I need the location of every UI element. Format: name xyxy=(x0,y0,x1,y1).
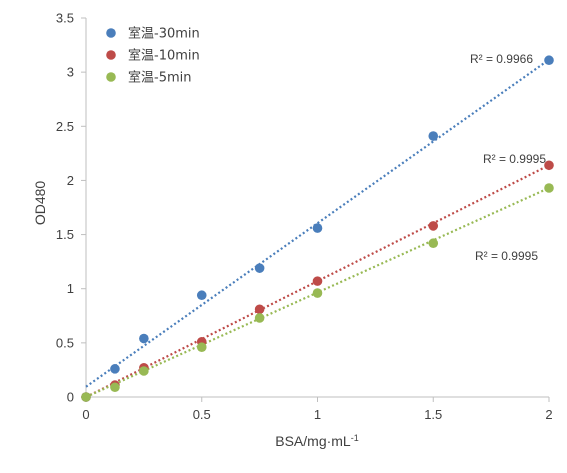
x-tick-label: 0 xyxy=(82,407,89,422)
y-tick-label: 1 xyxy=(67,281,74,296)
y-tick-label: 0.5 xyxy=(56,335,74,350)
data-point xyxy=(544,160,554,171)
data-point xyxy=(110,364,120,374)
x-axis-label: BSA/mg·mL-1 xyxy=(275,433,358,449)
data-point xyxy=(196,290,207,301)
data-point xyxy=(428,221,439,231)
legend-marker xyxy=(106,50,116,60)
data-point xyxy=(110,382,120,393)
data-point xyxy=(544,183,554,193)
y-axis-label: OD480 xyxy=(32,181,48,226)
legend-marker xyxy=(106,28,116,38)
y-tick-label: 3 xyxy=(67,65,74,80)
data-point xyxy=(254,313,265,323)
data-points xyxy=(81,55,554,402)
data-point xyxy=(428,131,439,141)
data-point xyxy=(312,276,323,286)
x-tick-label: 1.5 xyxy=(424,407,442,422)
x-tick-label: 0.5 xyxy=(193,407,211,422)
data-point xyxy=(139,333,149,344)
data-point xyxy=(81,392,91,402)
trendline xyxy=(85,58,550,388)
r-squared-label: R² = 0.9966 xyxy=(470,52,533,66)
y-tick-label: 2 xyxy=(67,173,74,188)
y-tick-label: 3.5 xyxy=(56,11,74,26)
legend-label: 室温-5min xyxy=(128,70,191,86)
axes: 0 0.5 1 1.5 2 0 0.5 1 1.5 2 2.5 3 3.5 xyxy=(56,11,553,423)
r-squared-label: R² = 0.9995 xyxy=(475,249,538,263)
data-point xyxy=(254,304,265,315)
data-point xyxy=(139,366,149,376)
legend-label: 室温-10min xyxy=(128,48,200,64)
y-tick-label: 2.5 xyxy=(56,119,74,134)
data-point xyxy=(312,288,323,298)
y-tick-label: 1.5 xyxy=(56,227,74,242)
trendline xyxy=(85,164,550,398)
r-squared-label: R² = 0.9995 xyxy=(483,152,546,166)
legend-marker xyxy=(106,72,116,82)
x-tick-label: 2 xyxy=(545,407,552,422)
data-point xyxy=(196,342,207,352)
data-point xyxy=(312,223,323,233)
data-point xyxy=(544,55,554,66)
y-tick-label: 0 xyxy=(67,390,74,405)
r2-labels: R² = 0.9966 R² = 0.9995 R² = 0.9995 xyxy=(470,52,546,263)
data-point xyxy=(254,263,265,273)
legend: 室温-30min 室温-10min 室温-5min xyxy=(106,26,200,86)
legend-label: 室温-30min xyxy=(128,26,200,42)
x-tick-label: 1 xyxy=(314,407,321,422)
data-point xyxy=(428,238,439,249)
